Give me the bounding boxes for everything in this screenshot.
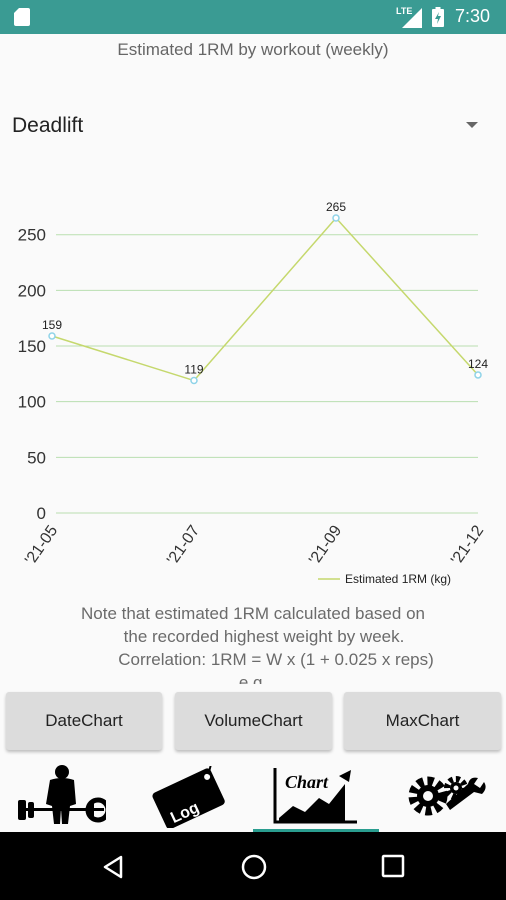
back-icon[interactable] [101, 854, 125, 880]
tab-settings[interactable] [380, 760, 506, 832]
chart-type-buttons: DateChart VolumeChart MaxChart [0, 692, 506, 752]
selected-tab-indicator [253, 829, 379, 832]
tab-log[interactable]: Log [126, 760, 252, 832]
network-type-label: LTE [396, 6, 413, 16]
x-tick-label: '21-05 [22, 522, 61, 568]
note-line: Note that estimated 1RM calculated based… [81, 604, 425, 623]
bottom-tab-bar: Log Chart [0, 760, 506, 832]
clock: 7:30 [455, 6, 491, 26]
note-line: the recorded highest weight by week. [123, 627, 405, 646]
data-label: 119 [184, 363, 203, 377]
chart-icon-label: Chart [285, 772, 329, 792]
y-tick-label: 250 [18, 226, 46, 245]
x-tick-label: '21-12 [448, 522, 487, 568]
chart-icon: Chart [273, 768, 357, 824]
system-navigation-bar [0, 832, 506, 900]
series-line [51, 216, 479, 382]
volume-chart-button[interactable]: VolumeChart [175, 692, 332, 750]
tab-workout[interactable] [0, 760, 126, 832]
data-point [190, 376, 198, 385]
data-label: 124 [468, 357, 488, 371]
dropdown-arrow-icon [466, 122, 478, 128]
home-icon[interactable] [240, 853, 268, 881]
signal-icon [402, 8, 422, 28]
gears-wrench-icon [408, 776, 486, 816]
tab-chart[interactable]: Chart [253, 760, 379, 832]
line-chart: 0 50 100 150 200 250 '21-05 '21-07 '21-09 '21-12… [18, 200, 489, 586]
recent-apps-icon[interactable] [381, 854, 405, 878]
y-tick-label: 50 [27, 448, 46, 467]
data-label: 159 [42, 318, 62, 332]
chart-legend: Estimated 1RM (kg) [318, 572, 451, 586]
legend-label: Estimated 1RM (kg) [345, 572, 451, 586]
exercise-dropdown-value: Deadlift [12, 114, 84, 137]
sd-card-icon [14, 8, 30, 26]
exercise-dropdown[interactable]: Deadlift [0, 100, 506, 150]
note-text: Note that estimated 1RM calculated based… [0, 602, 506, 684]
battery-icon [432, 7, 444, 27]
y-tick-label: 0 [37, 504, 46, 523]
note-line: e.g. [238, 673, 268, 684]
page-title: Estimated 1RM by workout (weekly) [117, 40, 389, 59]
y-tick-label: 100 [18, 393, 46, 412]
y-tick-label: 150 [18, 337, 46, 356]
data-point [474, 371, 482, 379]
log-tag-icon: Log [152, 766, 225, 828]
x-tick-label: '21-07 [164, 522, 203, 568]
x-tick-label: '21-09 [306, 522, 345, 568]
weightlifter-icon [18, 765, 106, 824]
max-chart-button[interactable]: MaxChart [344, 692, 501, 750]
date-chart-button[interactable]: DateChart [6, 692, 162, 750]
y-tick-label: 200 [18, 281, 46, 300]
note-line: Correlation: 1RM = W x (1 + 0.025 x reps… [118, 650, 434, 669]
data-label: 265 [326, 200, 346, 214]
data-point [332, 214, 340, 222]
data-point [48, 332, 56, 340]
status-bar: LTE 7:30 [0, 0, 506, 34]
